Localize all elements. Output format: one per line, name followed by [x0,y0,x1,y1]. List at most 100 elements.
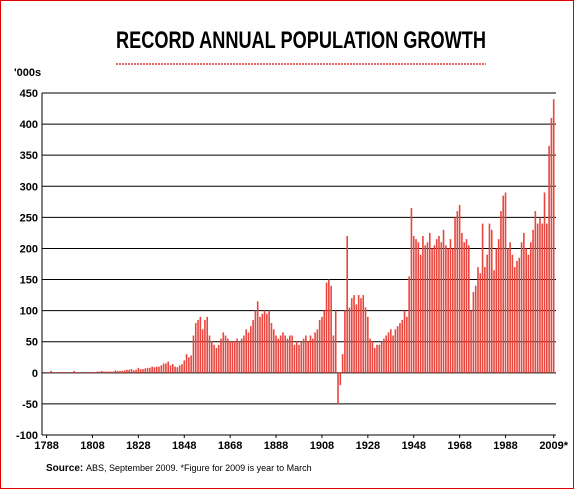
bar [169,365,172,373]
bar [353,295,355,373]
y-tick-label: 350 [20,150,38,162]
bar [215,347,218,373]
bar [314,332,316,373]
bar [468,245,470,373]
bar [532,229,534,373]
bar [527,254,530,373]
bar [167,361,170,373]
bar [346,236,348,373]
bar [458,204,461,373]
y-tick-label: 50 [26,337,38,349]
bar [298,344,300,373]
bar [305,335,307,373]
bar [330,285,332,373]
bar [546,223,548,373]
bar [344,310,346,373]
bar [268,310,270,373]
y-tick-label: 450 [20,88,38,100]
bar [247,332,250,373]
bar [277,338,280,373]
bar [204,319,206,373]
bar [424,245,427,373]
y-tick-label: 100 [20,306,38,318]
bar [112,371,114,373]
bar [456,211,459,373]
bar [325,282,328,373]
bar [142,369,144,373]
bar [243,335,245,373]
bar [233,341,236,373]
y-tick-label: 250 [20,212,38,224]
y-tick-label: 300 [20,181,38,193]
bar [383,338,385,373]
y-tick-label: 400 [20,119,38,131]
bar [373,347,376,373]
bar [410,208,413,373]
bar [520,242,523,373]
bar [238,341,241,373]
bar [128,369,130,373]
bar [337,372,339,404]
bar [266,313,268,373]
x-tick-label: 1808 [80,440,104,452]
bar [378,344,381,373]
bar [183,360,186,373]
bar [541,223,544,373]
bar [155,366,158,373]
bar [93,372,96,373]
bar [307,341,309,373]
bar [61,372,64,373]
bar [543,192,546,373]
bar [513,267,516,373]
bar [350,298,353,373]
y-tick-label: -50 [22,399,38,411]
bar [217,344,220,373]
x-tick-label: 2009* [539,440,568,452]
bar [52,372,55,373]
bar [194,323,197,373]
bar [454,217,456,373]
bar [360,298,362,373]
bar [511,254,514,373]
bar [465,239,468,373]
bar [220,338,222,373]
bar [96,371,98,373]
bar [286,338,289,373]
bar [451,248,454,373]
bar [516,260,518,373]
bar [447,248,449,373]
bar [89,372,91,373]
bar [488,223,491,373]
bar [525,248,527,373]
bar [403,310,406,373]
bar [261,313,264,373]
bar [534,211,537,373]
bar [116,370,119,373]
bar [178,365,181,373]
bar [68,372,71,373]
bar [139,369,142,373]
bar [529,242,532,373]
bar [224,335,227,373]
bar [188,357,190,373]
bar [431,248,433,373]
bar [507,248,509,373]
bar [389,329,392,373]
bar [197,319,199,373]
source-label: Source: [46,463,83,474]
x-tick-label: 1928 [356,440,380,452]
source-text: ABS, September 2009. *Figure for 2009 is… [86,463,312,473]
bar [408,276,410,373]
bar [165,363,167,373]
bar [311,338,314,373]
bar [369,338,371,373]
bar [293,344,296,373]
bar [174,366,176,373]
bar [550,117,553,373]
bar [364,307,367,373]
x-tick-label: 1908 [310,440,334,452]
bar [151,366,153,373]
bar [442,229,445,373]
